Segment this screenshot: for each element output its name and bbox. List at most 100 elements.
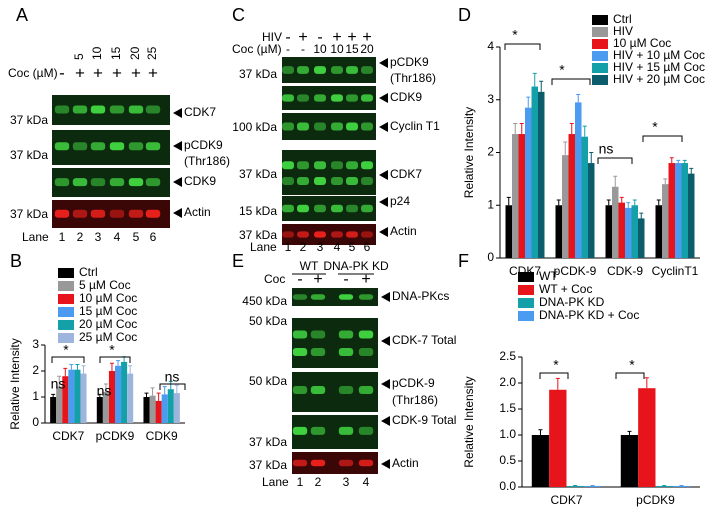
band (90, 142, 106, 151)
annotation: * (63, 342, 69, 358)
error-bar (128, 365, 133, 374)
error-bar (75, 364, 80, 370)
error-bar (682, 159, 687, 164)
band (331, 122, 343, 131)
error-bar (69, 364, 74, 370)
band (109, 178, 125, 187)
band (297, 204, 309, 213)
legend-swatch (58, 320, 74, 330)
legend-label: 20 µM Coc (79, 317, 137, 331)
band (361, 161, 373, 170)
bar (518, 134, 525, 258)
error-bar (679, 484, 684, 486)
error-bar (606, 199, 611, 206)
legend-swatch (518, 311, 534, 321)
kda-label: 37 kDa (239, 67, 277, 81)
band (358, 426, 374, 435)
error-bar (116, 360, 121, 366)
bar (149, 395, 156, 423)
error-bar (168, 380, 173, 390)
concentration: 15 (109, 46, 123, 60)
error-bar (538, 429, 543, 435)
band (310, 426, 326, 435)
y-tick-label: 0 (32, 415, 39, 429)
bar (531, 86, 538, 258)
lane-number: 1 (285, 240, 292, 254)
lane-number: 5 (133, 230, 140, 244)
legend-label: 15 µM Coc (79, 304, 137, 318)
error-bar (644, 377, 649, 389)
error-bar (639, 212, 644, 219)
bar (688, 173, 695, 258)
arrowhead (173, 177, 182, 187)
arrowhead (379, 197, 388, 207)
bar (575, 102, 582, 258)
band (54, 105, 70, 114)
error-bar (689, 167, 694, 174)
band (358, 459, 374, 467)
band (145, 209, 161, 218)
legend-swatch (518, 285, 534, 295)
error-bar (532, 72, 537, 87)
panel-letter: B (10, 251, 22, 271)
band (72, 209, 88, 218)
error-bar (563, 141, 568, 156)
treatment-label: Coc (µM) (232, 42, 282, 56)
bar (568, 134, 575, 258)
bar (155, 400, 162, 423)
bar (581, 136, 588, 258)
blot-label: Actin (392, 456, 419, 470)
x-tick-label: CDK9 (146, 429, 178, 443)
blot (282, 150, 376, 195)
annotation: * (553, 357, 559, 373)
bar (566, 485, 584, 487)
bar (68, 369, 75, 423)
bar (143, 397, 150, 423)
blot-label: pCDK9 (184, 138, 223, 152)
band (331, 94, 343, 102)
significance-bracket (615, 372, 645, 379)
band (109, 105, 125, 114)
blot (292, 318, 378, 368)
bar (625, 207, 632, 258)
treatment-sign: + (75, 63, 85, 82)
arrowhead (379, 227, 388, 237)
band (314, 204, 326, 213)
bar (638, 388, 656, 487)
blot-label: Actin (390, 224, 417, 238)
y-tick-label: 1.0 (499, 427, 516, 441)
band (331, 66, 343, 74)
blot-label: CDK7 (390, 167, 422, 181)
treatment-label: Coc (µM) (8, 66, 58, 80)
band (310, 294, 326, 300)
band (361, 177, 373, 185)
band (90, 178, 106, 187)
kda-label: 37 kDa (10, 207, 48, 221)
band (346, 231, 358, 238)
band (314, 231, 326, 238)
legend-label: 25 µM Coc (79, 330, 137, 344)
legend-label: HIV + 15 µM Coc (613, 60, 705, 74)
band (358, 386, 374, 394)
bar (167, 389, 174, 423)
treatment-sign: + (112, 63, 122, 82)
lane-number: 6 (150, 230, 157, 244)
y-tick-label: 0.0 (499, 479, 516, 493)
band (54, 209, 70, 218)
bar (618, 202, 625, 258)
band (145, 105, 161, 114)
error-bar (156, 392, 161, 401)
bar (80, 373, 87, 423)
annotation: ns (51, 376, 66, 392)
arrowhead (173, 141, 182, 151)
blot (292, 452, 378, 474)
annotation: * (629, 357, 635, 373)
legend-label: HIV + 10 µM Coc (613, 48, 705, 62)
band (361, 122, 373, 131)
blot-label: CDK9 (390, 90, 422, 104)
bar (108, 371, 115, 423)
lane-number: 2 (77, 230, 84, 244)
band (361, 66, 373, 74)
bar (96, 397, 103, 423)
error-bar (627, 430, 632, 435)
